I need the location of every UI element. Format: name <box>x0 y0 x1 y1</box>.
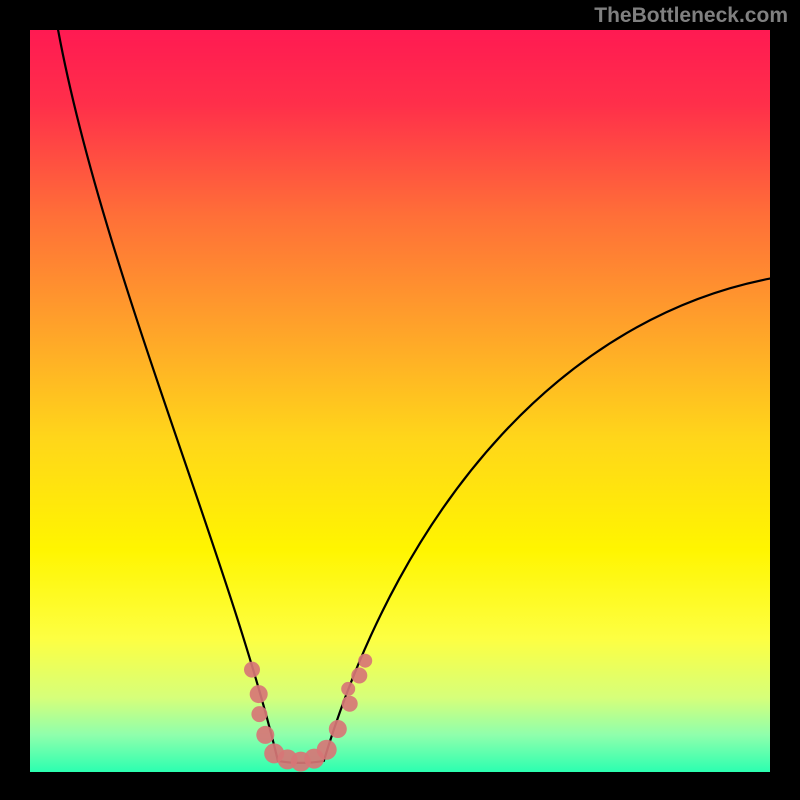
valley-marker <box>317 740 337 760</box>
chart-frame: TheBottleneck.com <box>0 0 800 800</box>
heat-gradient-area <box>30 30 770 772</box>
bottleneck-chart <box>0 0 800 800</box>
watermark-text: TheBottleneck.com <box>594 4 788 28</box>
valley-marker <box>244 662 260 678</box>
valley-marker <box>251 706 267 722</box>
valley-marker <box>341 682 355 696</box>
valley-marker <box>358 654 372 668</box>
valley-marker <box>342 696 358 712</box>
valley-marker <box>351 668 367 684</box>
valley-marker <box>329 720 347 738</box>
valley-marker <box>250 685 268 703</box>
valley-marker <box>256 726 274 744</box>
